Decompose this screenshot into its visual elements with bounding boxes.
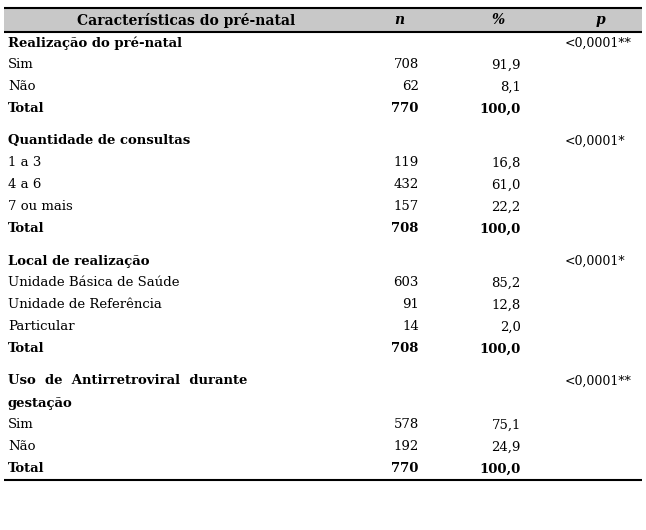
Text: gestação: gestação: [8, 396, 73, 410]
Text: 770: 770: [391, 102, 419, 116]
Text: n: n: [395, 13, 404, 27]
Text: 8,1: 8,1: [500, 81, 521, 93]
Text: p: p: [596, 13, 605, 27]
Bar: [4, 8, 642, 32]
Text: 708: 708: [391, 223, 419, 235]
Text: Sim: Sim: [8, 58, 34, 72]
Text: 192: 192: [393, 440, 419, 454]
Text: 1 a 3: 1 a 3: [8, 156, 41, 170]
Text: 770: 770: [391, 463, 419, 475]
Text: Local de realização: Local de realização: [8, 254, 149, 268]
Text: 2,0: 2,0: [500, 321, 521, 333]
Text: Uso  de  Antirretroviral  durante: Uso de Antirretroviral durante: [8, 375, 247, 387]
Text: 603: 603: [393, 277, 419, 289]
Text: <0,0001**: <0,0001**: [564, 37, 631, 49]
Text: 100,0: 100,0: [479, 463, 521, 475]
Text: Quantidade de consultas: Quantidade de consultas: [8, 135, 191, 147]
Text: 157: 157: [393, 200, 419, 214]
Text: 61,0: 61,0: [492, 179, 521, 191]
Text: Realização do pré-natal: Realização do pré-natal: [8, 36, 182, 50]
Text: Unidade Básica de Saúde: Unidade Básica de Saúde: [8, 277, 180, 289]
Text: 62: 62: [402, 81, 419, 93]
Text: 578: 578: [393, 419, 419, 431]
Text: <0,0001*: <0,0001*: [564, 135, 625, 147]
Text: 708: 708: [393, 58, 419, 72]
Text: 119: 119: [393, 156, 419, 170]
Text: Total: Total: [8, 223, 45, 235]
Text: 85,2: 85,2: [492, 277, 521, 289]
Text: <0,0001**: <0,0001**: [564, 375, 631, 387]
Text: 24,9: 24,9: [492, 440, 521, 454]
Text: 16,8: 16,8: [492, 156, 521, 170]
Text: 91: 91: [402, 298, 419, 312]
Text: Unidade de Referência: Unidade de Referência: [8, 298, 162, 312]
Text: Sim: Sim: [8, 419, 34, 431]
Text: <0,0001*: <0,0001*: [564, 254, 625, 268]
Text: Total: Total: [8, 342, 45, 356]
Text: 100,0: 100,0: [479, 223, 521, 235]
Text: Total: Total: [8, 102, 45, 116]
Text: 100,0: 100,0: [479, 342, 521, 356]
Text: 75,1: 75,1: [492, 419, 521, 431]
Text: Não: Não: [8, 81, 36, 93]
Text: 432: 432: [393, 179, 419, 191]
Text: Total: Total: [8, 463, 45, 475]
Text: 100,0: 100,0: [479, 102, 521, 116]
Text: Não: Não: [8, 440, 36, 454]
Text: 14: 14: [402, 321, 419, 333]
Text: 12,8: 12,8: [492, 298, 521, 312]
Text: 7 ou mais: 7 ou mais: [8, 200, 73, 214]
Text: 91,9: 91,9: [491, 58, 521, 72]
Text: Particular: Particular: [8, 321, 75, 333]
Text: 4 a 6: 4 a 6: [8, 179, 41, 191]
Text: %: %: [492, 13, 505, 27]
Text: 22,2: 22,2: [492, 200, 521, 214]
Text: 708: 708: [391, 342, 419, 356]
Text: Características do pré-natal: Características do pré-natal: [77, 13, 295, 28]
